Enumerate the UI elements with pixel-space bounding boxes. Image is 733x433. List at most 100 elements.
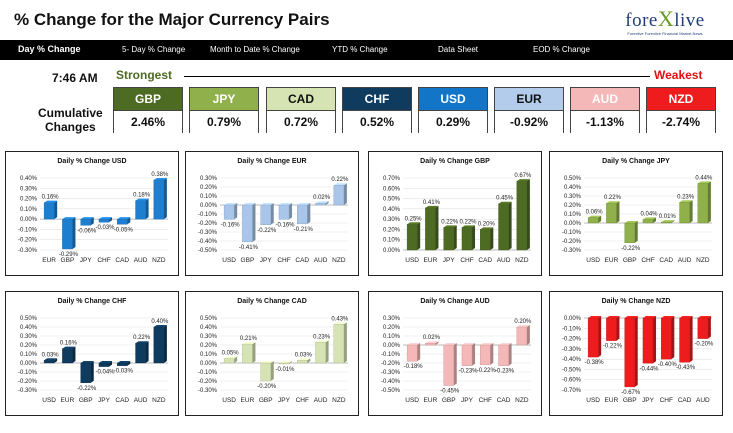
x-category-label: JPY <box>642 397 655 404</box>
x-category-label: JPY <box>80 257 93 264</box>
x-category-label: EUR <box>61 397 75 404</box>
data-label: 0.02% <box>423 335 441 341</box>
bar-top <box>443 343 457 345</box>
bar-side <box>707 316 711 339</box>
bar <box>62 218 73 250</box>
y-tick-label: -0.30% <box>198 230 218 236</box>
chart-svg: 0.50% 0.40% 0.30% 0.20% 0.10% 0.00% -0.10% -0.2… <box>562 175 713 264</box>
bar-top <box>98 361 113 363</box>
data-label: -0.06% <box>77 228 97 234</box>
data-label: -0.01% <box>275 367 295 373</box>
bar-top <box>117 361 131 363</box>
bar-top <box>679 316 693 318</box>
tab-ytd-change[interactable]: YTD % Change <box>332 45 388 54</box>
y-tick-label: 0.10% <box>200 352 218 358</box>
y-tick-label: -0.20% <box>198 379 218 385</box>
bar <box>223 204 235 220</box>
bar-top <box>333 322 347 325</box>
y-tick-label: 0.30% <box>383 217 401 223</box>
currency-tile-chf: CHF 0.52% <box>342 87 412 133</box>
x-category-label: CHF <box>296 397 309 404</box>
data-label: -0.22% <box>621 246 641 252</box>
tab-5-day-change[interactable]: 5- Day % Change <box>122 45 186 54</box>
bar <box>260 204 271 225</box>
bar-side <box>472 343 476 366</box>
y-tick-label: 0.40% <box>383 207 401 213</box>
bar <box>461 344 473 366</box>
y-tick-label: -0.20% <box>562 239 582 245</box>
x-category-label: AUD <box>134 257 148 264</box>
bar-top <box>62 217 76 220</box>
data-label: 0.16% <box>42 195 60 201</box>
chart-panel-1: Daily % Change USD 0.40% 0.30% 0.20% 0.10% 0.… <box>5 151 179 276</box>
x-category-label: JPY <box>98 397 111 404</box>
y-tick-label: -0.20% <box>18 238 38 244</box>
x-category-label: AUD <box>314 257 328 264</box>
bar-top <box>407 343 421 345</box>
currency-cumulative-value: 0.29% <box>419 111 487 133</box>
data-label: 0.38% <box>151 172 169 178</box>
tab-data-sheet[interactable]: Data Sheet <box>438 45 479 54</box>
x-category-label: CHF <box>277 257 290 264</box>
x-category-label: GBP <box>442 397 456 404</box>
data-label: -0.41% <box>239 245 259 251</box>
chart-panel-6: Daily % Change CAD 0.50% 0.40% 0.30% 0.20% 0.… <box>185 291 359 416</box>
y-tick-label: 0.00% <box>383 343 401 349</box>
x-category-label: EUR <box>424 397 438 404</box>
bar-top <box>153 325 167 327</box>
y-tick-label: -0.20% <box>381 361 401 367</box>
bar-side <box>598 316 602 358</box>
currency-tile-usd: USD 0.29% <box>418 87 488 133</box>
bar-top <box>407 222 421 225</box>
x-category-label: EUR <box>605 397 619 404</box>
bar-top <box>661 220 675 223</box>
bar <box>80 362 91 383</box>
x-category-label: NZD <box>696 257 710 264</box>
chart-svg: 0.30%0.20%0.10%0.00%-0.10%-0.20%-0.30%-0… <box>198 176 349 264</box>
y-tick-label: 0.10% <box>20 207 38 213</box>
data-label: 0.04% <box>640 211 658 217</box>
data-label: 0.18% <box>133 193 151 199</box>
bar <box>480 229 491 251</box>
bar-top <box>642 217 657 220</box>
bar-top <box>44 358 58 361</box>
strongest-label: Strongest <box>116 68 173 82</box>
y-tick-label: -0.30% <box>198 388 218 394</box>
tab-month-to-date-change[interactable]: Month to Date % Change <box>210 45 300 54</box>
bar <box>697 183 709 224</box>
y-tick-label: 0.50% <box>20 316 38 322</box>
bar-side <box>671 220 675 223</box>
y-tick-label: -0.30% <box>562 347 582 353</box>
x-category-label: EUR <box>605 257 619 264</box>
chart-svg: 0.40% 0.30% 0.20% 0.10% 0.00% -0.10% -0.20% -0.… <box>18 172 169 264</box>
bar-side <box>270 361 274 381</box>
x-category-label: GBP <box>623 397 637 404</box>
x-category-label: EUR <box>42 257 56 264</box>
currency-cumulative-value: 0.79% <box>190 111 258 133</box>
y-tick-label: -0.20% <box>562 337 582 343</box>
bar-top <box>297 358 311 361</box>
bar-side <box>490 343 494 365</box>
page-title: % Change for the Major Currency Pairs <box>14 10 330 29</box>
chart-panel-4: Daily % Change JPY 0.50% 0.40% 0.30% 0.20% 0.… <box>549 151 723 276</box>
time-label: 7:46 AM <box>52 71 98 85</box>
y-tick-label: 0.10% <box>383 238 401 244</box>
tab-day-change[interactable]: Day % Change <box>18 44 81 54</box>
y-tick-label: 0.70% <box>383 176 401 182</box>
bar-side <box>109 361 113 367</box>
bar-top <box>260 203 274 205</box>
y-tick-label: 0.30% <box>200 334 218 340</box>
bar-side <box>689 200 693 223</box>
bar-top <box>624 316 638 318</box>
data-label: 0.23% <box>313 334 331 340</box>
y-tick-label: 0.00% <box>383 248 401 254</box>
bar-side <box>689 316 693 363</box>
y-tick-label: -0.40% <box>381 379 401 385</box>
tab-eod-change[interactable]: EOD % Change <box>533 45 590 54</box>
data-label: -0.16% <box>275 222 295 228</box>
bar-top <box>443 225 457 228</box>
bar-top <box>297 203 311 205</box>
bar <box>223 358 235 364</box>
x-category-label: EUR <box>424 257 438 264</box>
bar <box>606 203 617 224</box>
